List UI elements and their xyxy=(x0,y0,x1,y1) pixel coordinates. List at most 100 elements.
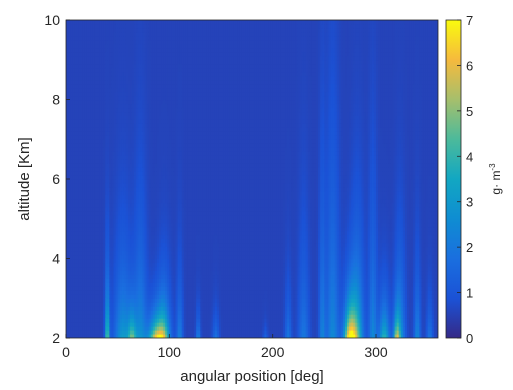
heatmap-cell xyxy=(121,111,125,116)
heatmap-cell xyxy=(68,179,71,184)
heatmap-cell xyxy=(88,262,92,268)
heatmap-cell xyxy=(74,35,77,41)
heatmap-cell xyxy=(90,167,94,172)
heatmap-cell xyxy=(105,155,108,160)
heatmap-cell xyxy=(140,179,144,184)
heatmap-cell xyxy=(146,234,150,240)
heatmap-cell xyxy=(94,95,98,101)
heatmap-cell xyxy=(128,55,131,61)
heatmap-cell xyxy=(142,103,146,109)
heatmap-cell xyxy=(84,67,88,73)
heatmap-cell xyxy=(74,282,77,287)
heatmap-cell xyxy=(115,103,119,109)
heatmap-cell xyxy=(109,20,113,25)
heatmap-cell xyxy=(92,127,96,132)
heatmap-cell xyxy=(128,246,131,252)
heatmap-cell xyxy=(90,210,94,216)
heatmap-cell xyxy=(101,75,104,81)
heatmap-cell xyxy=(94,163,98,168)
heatmap-cell xyxy=(66,95,69,101)
heatmap-cell xyxy=(117,59,121,65)
heatmap-cell xyxy=(72,250,75,256)
heatmap-cell xyxy=(136,258,139,264)
heatmap-cell xyxy=(134,99,137,105)
heatmap-cell xyxy=(117,278,121,283)
heatmap-cell xyxy=(88,278,92,283)
heatmap-cell xyxy=(74,55,77,61)
heatmap-cell xyxy=(90,119,94,124)
heatmap-cell xyxy=(148,87,152,93)
heatmap-cell xyxy=(82,302,86,307)
heatmap-cell xyxy=(90,202,94,208)
heatmap-cell xyxy=(80,282,84,287)
heatmap-cell xyxy=(80,179,84,184)
heatmap-cell xyxy=(113,182,117,188)
heatmap-cell xyxy=(107,43,110,49)
heatmap-cell xyxy=(134,190,137,196)
heatmap-cell xyxy=(78,20,82,25)
heatmap-cell xyxy=(97,179,100,184)
heatmap-cell xyxy=(140,230,144,236)
heatmap-cell xyxy=(146,314,150,319)
heatmap-cell xyxy=(138,107,141,113)
heatmap-cell xyxy=(68,254,71,260)
heatmap-cell xyxy=(97,286,100,291)
heatmap-cell xyxy=(86,35,90,41)
heatmap-cell xyxy=(92,43,96,49)
heatmap-cell xyxy=(123,87,127,93)
heatmap-cell xyxy=(109,55,113,61)
heatmap-cell xyxy=(111,250,115,256)
heatmap-cell xyxy=(97,111,100,116)
heatmap-cell xyxy=(146,143,150,148)
heatmap-cell xyxy=(146,262,150,268)
heatmap-cell xyxy=(74,171,77,176)
heatmap-cell xyxy=(132,210,135,216)
heatmap-cell xyxy=(125,278,129,283)
heatmap-cell xyxy=(88,286,92,291)
heatmap-cell xyxy=(101,103,104,109)
heatmap-cell xyxy=(148,131,152,136)
heatmap-cell xyxy=(109,206,113,212)
heatmap-cell xyxy=(111,238,115,244)
heatmap-cell xyxy=(140,234,144,240)
heatmap-cell xyxy=(117,230,121,236)
heatmap-cell xyxy=(101,175,104,180)
heatmap-cell xyxy=(144,202,148,208)
heatmap-cell xyxy=(113,115,117,120)
heatmap-cell xyxy=(109,119,113,124)
heatmap-cell xyxy=(105,254,108,260)
heatmap-cell xyxy=(74,20,77,25)
heatmap-cell xyxy=(115,107,119,113)
heatmap-cell xyxy=(74,103,77,109)
heatmap-cell xyxy=(101,238,104,244)
heatmap-cell xyxy=(125,270,129,276)
heatmap-cell xyxy=(103,318,106,323)
heatmap-cell xyxy=(113,123,117,128)
heatmap-cell xyxy=(134,278,137,283)
heatmap-cell xyxy=(70,218,73,224)
heatmap-cell xyxy=(142,135,146,140)
heatmap-cell xyxy=(70,135,73,140)
heatmap-cell xyxy=(119,155,123,160)
heatmap-cell xyxy=(134,286,137,291)
heatmap-cell xyxy=(78,330,82,335)
heatmap-cell xyxy=(103,250,106,256)
heatmap-cell xyxy=(86,163,90,168)
heatmap-cell xyxy=(150,31,154,37)
heatmap-cell xyxy=(117,31,121,37)
heatmap-cell xyxy=(68,266,71,272)
heatmap-cell xyxy=(140,258,144,264)
heatmap-cell xyxy=(70,167,73,172)
heatmap-cell xyxy=(82,278,86,283)
heatmap-cell xyxy=(128,266,131,272)
heatmap-cell xyxy=(134,294,137,299)
heatmap-cell xyxy=(68,131,71,136)
heatmap-cell xyxy=(138,246,141,252)
heatmap-cell xyxy=(74,131,77,136)
heatmap-cell xyxy=(78,290,82,295)
heatmap-cell xyxy=(76,151,79,156)
heatmap-cell xyxy=(136,294,139,299)
heatmap-cell xyxy=(111,123,115,128)
heatmap-cell xyxy=(144,254,148,260)
heatmap-cell xyxy=(97,270,100,276)
